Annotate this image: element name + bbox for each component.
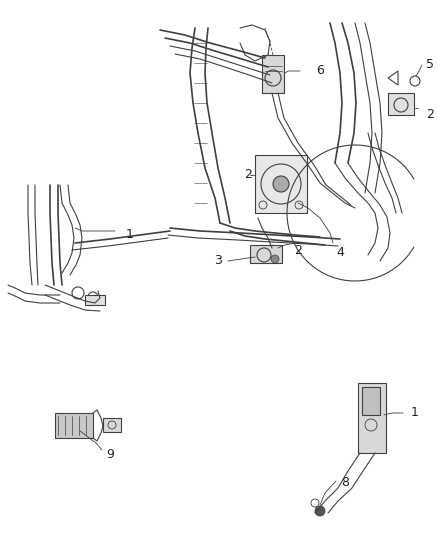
Text: 4: 4 [336,246,344,260]
Text: 3: 3 [214,254,222,268]
Circle shape [315,506,325,516]
Text: 2: 2 [244,168,252,182]
Text: 5: 5 [426,59,434,71]
Bar [55,413,93,438]
Text: 1: 1 [411,407,419,419]
Bar [250,245,282,263]
Bar [103,418,121,432]
Bar [388,93,414,115]
Bar [358,383,386,453]
Circle shape [271,255,279,263]
Bar [85,295,105,305]
Bar [262,55,284,93]
Bar [362,387,380,415]
Text: 2: 2 [426,109,434,122]
Text: 8: 8 [341,477,349,489]
Text: 1: 1 [126,229,134,241]
Text: 2: 2 [294,244,302,256]
Bar [255,155,307,213]
Text: 6: 6 [316,64,324,77]
Circle shape [273,176,289,192]
Text: 9: 9 [106,448,114,462]
